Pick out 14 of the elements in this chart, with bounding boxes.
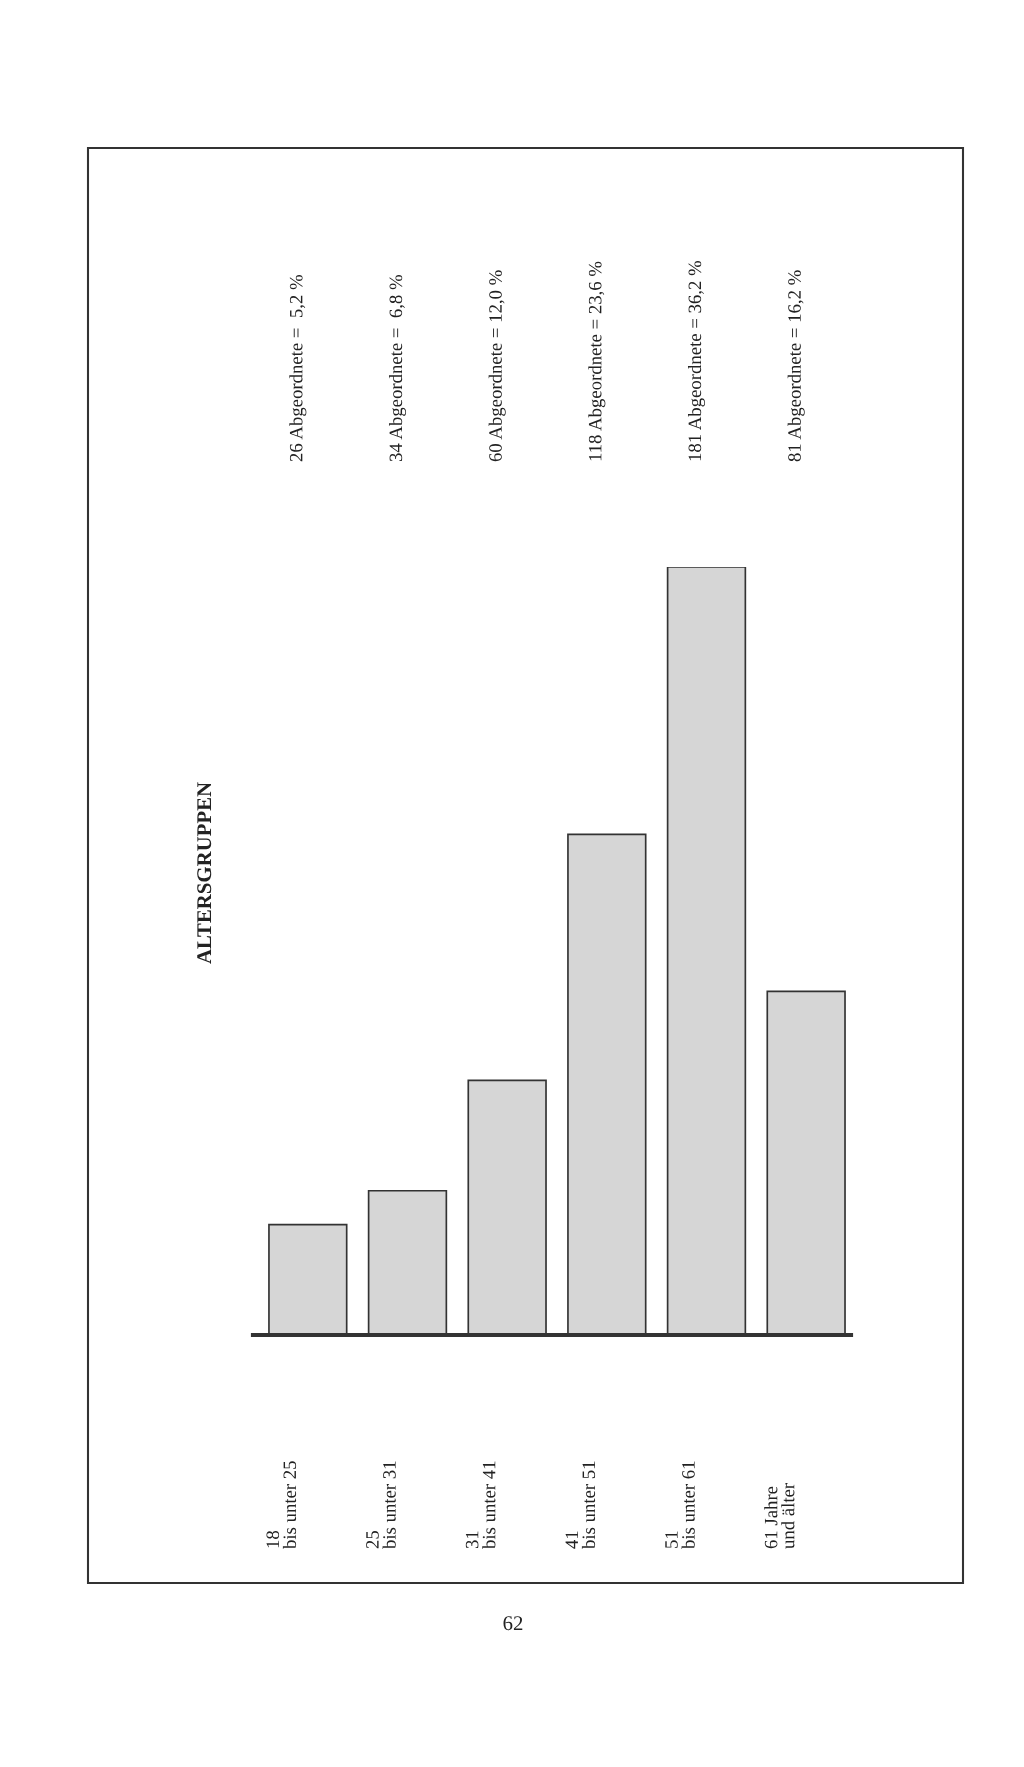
text: ALTERSGRUPPEN <box>197 782 212 964</box>
data-label: 81 Abgeordnete = 16,2 % <box>787 270 805 462</box>
x-tick-label: 18 bis unter 25 <box>266 1461 297 1549</box>
data-label: 181 Abgeordnete = 36,2 % <box>687 260 706 461</box>
data-label: 60 Abgeordnete = 12,0 % <box>488 270 506 462</box>
data-label: 26 Abgeordnete = 5,2 % <box>289 275 307 462</box>
text: 62 <box>503 1616 523 1631</box>
x-tick-label: 41 bis unter 51 <box>565 1461 596 1549</box>
data-label: 34 Abgeordnete = 6,8 % <box>388 275 407 462</box>
x-tick-label: 31 bis unter 41 <box>465 1461 496 1549</box>
x-tick-label: 25 bis unter 31 <box>366 1461 396 1549</box>
data-label: 118 Abgeordnete = 23,6 % <box>588 261 606 461</box>
x-tick-label: 61 Jahre und älter <box>764 1483 795 1549</box>
x-tick-label: 51 bis unter 61 <box>665 1461 695 1549</box>
